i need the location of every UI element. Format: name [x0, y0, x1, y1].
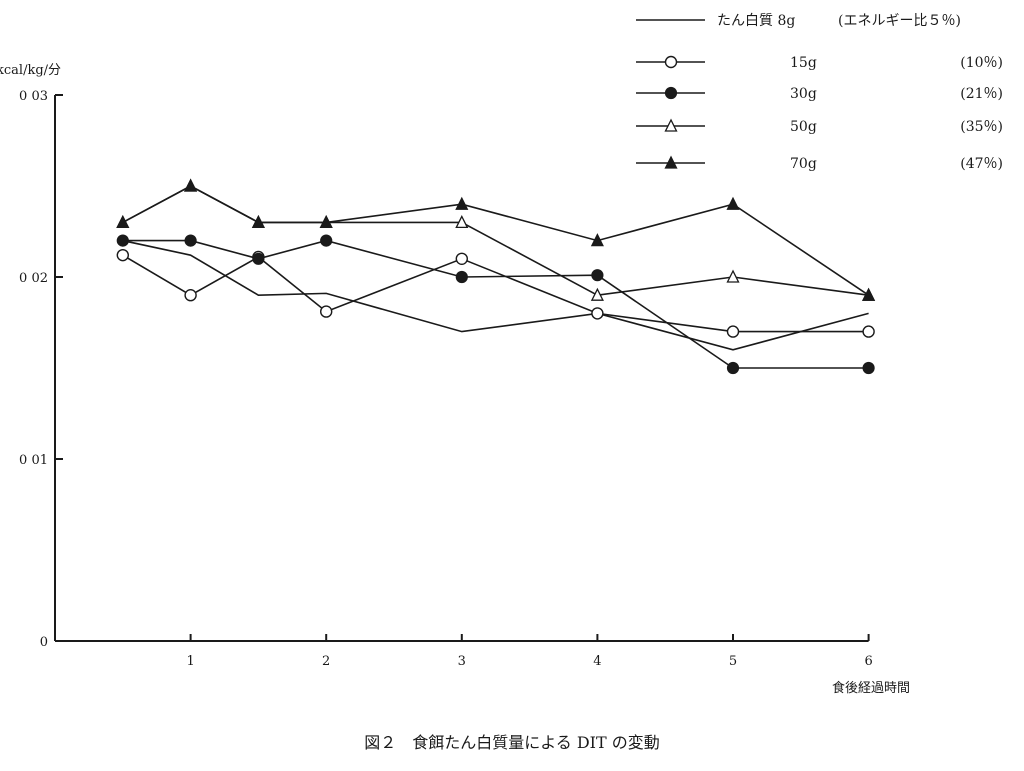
legend-series-name: 15g	[790, 55, 817, 71]
data-point	[862, 325, 875, 338]
series-line	[122, 239, 869, 369]
data-point	[455, 252, 468, 265]
legend-marker	[664, 86, 678, 100]
chart-ticks: 0 0 01 0 02 0 03 1 2 3 4 5 6	[19, 89, 873, 669]
legend-entry: 30g (21％)	[636, 86, 1003, 102]
series-4	[116, 178, 876, 301]
legend-series-name: 30g	[790, 86, 817, 102]
x-tick-label: 2	[322, 654, 330, 669]
data-point	[591, 269, 604, 282]
legend-series-note: (21％)	[960, 86, 1003, 102]
series-5	[116, 178, 876, 301]
legend-entry: 15g (10％)	[636, 55, 1003, 71]
data-point	[116, 248, 130, 262]
data-point	[455, 214, 469, 229]
x-tick-label: 3	[458, 654, 466, 669]
legend-series-note: (エネルギー比５％)	[838, 13, 961, 29]
data-point	[862, 287, 876, 301]
legend-series-note: (47％)	[960, 156, 1003, 172]
figure-caption: 図２ 食餌たん白質量による DIT の変動	[364, 733, 660, 752]
legend-series-note: (10％)	[960, 55, 1003, 71]
series-line	[122, 185, 869, 297]
data-point	[252, 252, 265, 265]
x-tick-label: 6	[864, 654, 872, 669]
data-point	[590, 233, 604, 247]
legend-series-note: (35％)	[960, 119, 1003, 135]
legend-entry: たん白質 8g (エネルギー比５％)	[636, 13, 961, 29]
legend-marker	[664, 118, 678, 132]
chart-legend: たん白質 8g (エネルギー比５％) 15g (10％) 30g (21％) 50g (35％…	[636, 13, 1003, 172]
data-point	[726, 325, 740, 338]
data-point	[116, 214, 130, 229]
series-2	[116, 248, 875, 338]
data-point	[590, 287, 604, 301]
y-tick-label: 0 02	[19, 271, 48, 286]
legend-series-name: たん白質 8g	[717, 13, 795, 29]
data-point	[726, 269, 740, 283]
legend-entry: 50g (35％)	[636, 118, 1003, 135]
y-axis-label: kcal/kg/分	[0, 63, 61, 78]
legend-entry: 70g (47％)	[636, 155, 1003, 172]
series-3	[116, 234, 875, 375]
series-line	[122, 254, 869, 333]
legend-marker	[664, 55, 678, 69]
series-line	[122, 239, 869, 351]
data-point	[184, 178, 198, 192]
x-tick-label: 4	[593, 654, 601, 669]
y-tick-label: 0 01	[19, 453, 48, 468]
data-point	[591, 307, 604, 320]
data-point	[251, 214, 265, 229]
data-point	[455, 196, 469, 210]
data-point	[455, 270, 468, 284]
y-tick-label: 0 03	[19, 89, 48, 104]
x-tick-label: 5	[729, 654, 737, 669]
chart-series	[116, 178, 876, 375]
y-tick-label: 0	[40, 635, 48, 650]
series-1	[122, 239, 869, 351]
data-point	[184, 234, 197, 247]
data-point	[726, 361, 740, 375]
data-point	[184, 289, 197, 302]
data-point	[862, 361, 875, 375]
data-point	[319, 214, 333, 229]
x-axis-label: 食後経過時間	[832, 680, 910, 696]
series-line	[122, 185, 870, 296]
data-point	[320, 234, 333, 247]
legend-marker	[664, 155, 678, 169]
legend-series-name: 70g	[790, 156, 817, 172]
data-point	[116, 234, 129, 247]
data-point	[320, 305, 333, 318]
legend-series-name: 50g	[790, 119, 817, 135]
data-point	[726, 196, 740, 210]
x-tick-label: 1	[186, 654, 194, 669]
